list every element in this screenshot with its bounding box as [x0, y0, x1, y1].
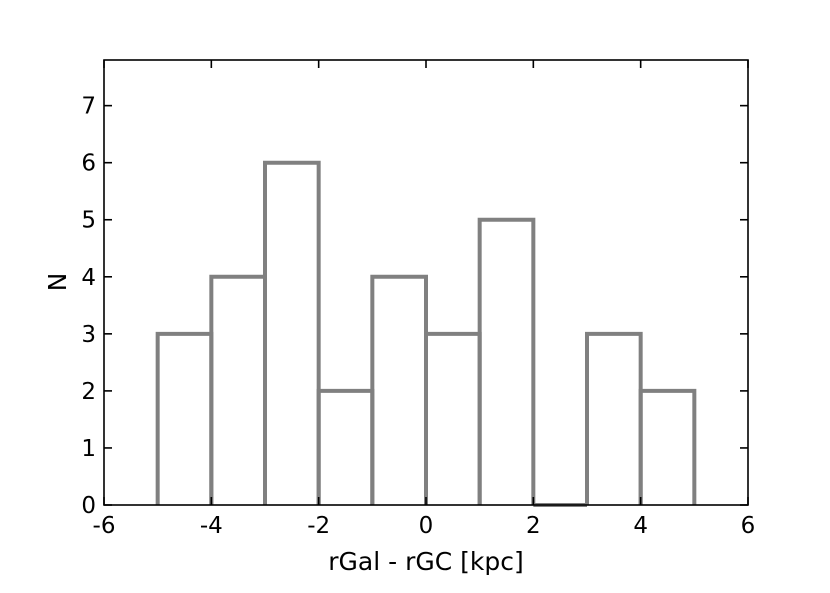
x-tick-label: 4 — [633, 513, 648, 539]
y-tick-label: 3 — [81, 322, 96, 348]
histogram-bar — [638, 388, 697, 505]
y-tick-label: 5 — [81, 208, 96, 234]
x-tick-labels: -6 -4 -2 0 2 4 6 — [93, 513, 756, 539]
axis-ticks — [103, 60, 749, 506]
x-tick-label: 2 — [526, 513, 541, 539]
y-tick-label: 7 — [81, 94, 96, 120]
y-tick-label: 2 — [81, 379, 96, 405]
histogram-bar — [424, 331, 482, 505]
y-tick-label: 6 — [81, 151, 96, 177]
histogram-bar — [585, 331, 643, 505]
x-tick-label: -4 — [200, 513, 223, 539]
y-tick-label: 1 — [81, 436, 96, 462]
histogram-bars — [155, 160, 697, 507]
histogram-bar — [370, 274, 428, 505]
y-tick-label: 4 — [81, 265, 96, 291]
histogram-bar — [209, 274, 267, 505]
x-tick-label: -6 — [93, 513, 116, 539]
y-tick-label: 0 — [81, 493, 96, 519]
y-tick-labels: 0 1 2 3 4 5 6 7 — [81, 94, 96, 519]
x-tick-label: 0 — [419, 513, 434, 539]
histogram-bar — [155, 331, 214, 505]
histogram-bar — [263, 160, 321, 505]
y-axis-label: N — [43, 273, 72, 292]
x-tick-label: 6 — [741, 513, 756, 539]
histogram-bar — [316, 388, 375, 505]
x-axis-label: rGal - rGC [kpc] — [328, 547, 523, 576]
histogram-bar — [477, 217, 536, 505]
x-tick-label: -2 — [307, 513, 330, 539]
